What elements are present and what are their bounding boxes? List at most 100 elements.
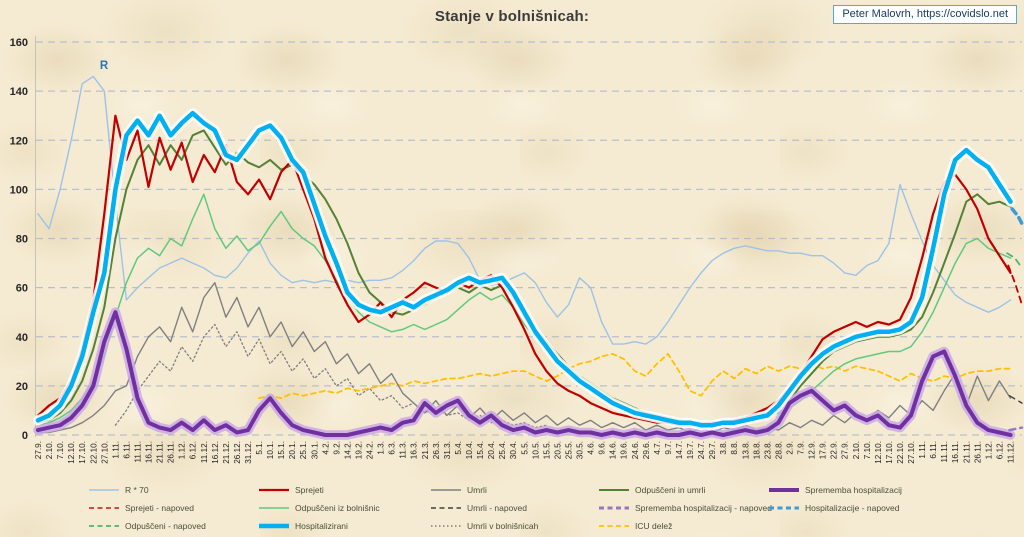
x-axis-tick-label: 16.12. — [211, 441, 220, 464]
x-axis-tick-label: 16.3. — [410, 441, 419, 459]
y-axis-tick-label: 160 — [10, 37, 28, 49]
x-axis-tick-label: 6.12. — [189, 441, 198, 459]
y-axis-tick-label: 40 — [16, 332, 28, 344]
x-axis-tick-label: 30.5. — [576, 441, 585, 459]
x-axis-tick-label: 10.1. — [266, 441, 275, 459]
legend-swatch — [769, 506, 799, 509]
legend-swatch — [259, 506, 289, 509]
x-axis-tick-label: 21.12. — [222, 441, 231, 464]
legend-swatch — [89, 488, 119, 491]
legend-item: Umrli - napoved — [430, 500, 527, 515]
x-axis-tick-label: 22.9. — [830, 441, 839, 459]
legend-swatch — [259, 523, 289, 528]
legend-item: Odpuščeni iz bolnišnic — [258, 500, 380, 515]
legend-label: Sprejeti - napoved — [125, 502, 194, 513]
x-axis-tick-label: 29.6. — [642, 441, 651, 459]
series-icu_delez — [258, 353, 1012, 400]
series-sprejeti — [36, 114, 1012, 427]
x-axis-tick-label: 16.11. — [951, 441, 960, 463]
x-axis-tick-label: 13.8. — [741, 441, 750, 459]
legend-swatch — [431, 524, 461, 527]
legend-label: Umrli v bolnišnicah — [467, 520, 539, 531]
x-axis-tick-label: 1.11. — [111, 441, 120, 459]
x-axis-tick-label: 24.6. — [631, 441, 640, 459]
legend-label: Odpuščeni in umrli — [635, 484, 706, 495]
series-umrli_v_bolnisnicah — [114, 323, 548, 429]
forecast-odpusceni_napoved — [1006, 252, 1023, 269]
forecast-umrli_napoved — [1008, 395, 1023, 404]
x-axis-tick-label: 6.12. — [995, 441, 1004, 459]
x-axis-tick-label: 5.1. — [255, 441, 264, 455]
series-odpusceni_iz_bolnisnic — [37, 193, 1012, 426]
x-axis-tick-label: 28.8. — [774, 441, 783, 459]
legend-item: Sprejeti — [258, 482, 324, 497]
x-axis-tick-label: 22.10. — [89, 441, 98, 464]
y-axis-tick-label: 0 — [22, 430, 28, 442]
legend-label: Umrli — [467, 484, 487, 495]
legend-item: ICU delež — [598, 518, 672, 533]
x-axis-tick-label: 10.4. — [465, 441, 474, 459]
series-hospitalizirani — [35, 110, 1013, 428]
x-axis-tick-label: 1.3. — [377, 441, 386, 455]
x-axis-tick-label: 2.10. — [852, 441, 861, 459]
x-axis-tick-label: 30.1. — [310, 441, 319, 459]
x-axis-tick-label: 1.12. — [984, 441, 993, 459]
x-axis-tick-label: 29.7. — [708, 441, 717, 459]
x-axis-tick-label: 31.12. — [244, 441, 253, 464]
x-axis-tick-label: 6.3. — [388, 441, 397, 455]
x-axis-tick-label: 6.11. — [929, 441, 938, 459]
legend-item: Odpuščeni - napoved — [88, 518, 206, 533]
legend-item: Hospitalizacije - napoved — [768, 500, 900, 515]
x-axis-tick-label: 1.11. — [918, 441, 927, 459]
credit-link[interactable]: Peter Malovrh, https://covidslo.net — [842, 8, 1008, 20]
forecast-sprejeti_napoved — [1007, 264, 1023, 306]
x-axis-tick-label: 5.5. — [520, 441, 529, 455]
y-axis-tick-label: 80 — [16, 234, 28, 246]
legend-label: Hospitalizacije - napoved — [805, 502, 900, 513]
legend-label: ICU delež — [635, 520, 673, 531]
x-axis-tick-label: 17.9. — [819, 441, 828, 459]
x-axis-tick-label: 3.8. — [719, 441, 728, 455]
x-axis-tick-label: 23.8. — [763, 441, 772, 459]
x-axis-tick-label: 15.5. — [542, 441, 551, 459]
x-axis-tick-label: 18.8. — [752, 441, 761, 459]
x-axis-tick-label: 25.4. — [498, 441, 507, 459]
x-axis-tick-label: 7.10. — [863, 441, 872, 459]
x-axis-tick-label: 12.9. — [808, 441, 817, 459]
x-axis-tick-label: 14.2. — [343, 441, 352, 459]
x-axis-tick-label: 21.11. — [962, 441, 971, 463]
x-axis-tick-label: 4.6. — [587, 441, 596, 455]
x-axis-tick-label: 11.11. — [133, 441, 142, 463]
page-title: Stanje v bolnišnicah: — [434, 8, 590, 25]
legend-item: Sprememba hospitalizacij — [768, 482, 902, 497]
x-axis-tick-label: 21.3. — [421, 441, 430, 459]
x-axis-tick-label: 8.8. — [730, 441, 739, 455]
legend-label: Hospitalizirani — [295, 520, 348, 531]
x-axis-tick-label: 2.10. — [45, 441, 54, 459]
y-axis-tick-label: 120 — [10, 135, 28, 147]
x-axis-tick-label: 19.6. — [620, 441, 629, 459]
x-axis-tick-label: 12.10. — [67, 441, 76, 464]
legend-label: Sprememba hospitalizacij — [805, 484, 902, 495]
x-axis-tick-label: 11.12. — [1007, 441, 1016, 463]
x-axis-tick-label: 27.9. — [841, 441, 850, 459]
x-axis-tick-label: 5.4. — [454, 441, 463, 455]
x-axis-tick-label: 30.4. — [509, 441, 518, 459]
x-axis-tick-label: 25.5. — [564, 441, 573, 459]
legend-swatch — [599, 506, 629, 509]
credit-box[interactable]: Peter Malovrh, https://covidslo.net — [833, 5, 1017, 24]
x-axis-tick-label: 26.11. — [973, 441, 982, 463]
legend-label: Odpuščeni iz bolnišnic — [295, 502, 380, 513]
x-axis-tick-label: 27.10. — [100, 441, 109, 464]
x-axis-tick-label: 11.11. — [940, 441, 949, 463]
legend-swatch — [431, 506, 461, 509]
x-axis-tick-label: 24.2. — [366, 441, 375, 459]
legend-label: Odpuščeni - napoved — [125, 520, 206, 531]
x-axis-tick-label: 11.3. — [399, 441, 408, 459]
legend-item: Sprememba hospitalizacij - napoved — [598, 500, 772, 515]
x-axis-tick-label: 2.9. — [785, 441, 794, 455]
legend-item: Sprejeti - napoved — [88, 500, 194, 515]
r-annotation-label: R — [100, 60, 109, 72]
x-axis-tick-label: 27.10. — [907, 441, 916, 464]
